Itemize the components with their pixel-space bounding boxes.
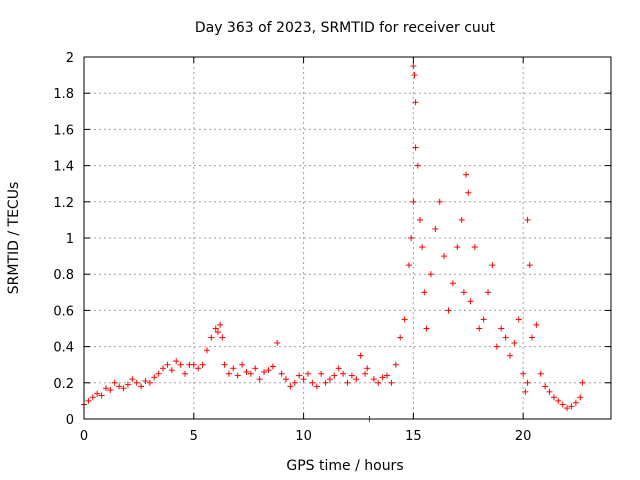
- y-axis-label: SRMTID / TECUs: [6, 182, 22, 295]
- y-tick-label: 1.6: [53, 123, 74, 138]
- y-tick-label: 0.6: [53, 304, 74, 319]
- x-tick-label: 0: [80, 429, 88, 444]
- y-tick-label: 0.8: [53, 268, 74, 283]
- y-tick-label: 1.4: [53, 160, 74, 175]
- y-tick-label: 1: [66, 232, 74, 247]
- x-tick-label: 15: [405, 429, 422, 444]
- y-tick-label: 0: [66, 413, 74, 428]
- y-tick-label: 1.8: [53, 87, 74, 102]
- x-tick-label: 10: [295, 429, 312, 444]
- x-axis-label: GPS time / hours: [286, 458, 403, 474]
- y-tick-label: 0.4: [53, 341, 74, 356]
- y-tick-label: 0.2: [53, 377, 74, 392]
- chart-title: Day 363 of 2023, SRMTID for receiver cuu…: [195, 20, 496, 36]
- chart-background: [0, 0, 640, 480]
- y-tick-label: 2: [66, 51, 74, 66]
- chart: Day 363 of 2023, SRMTID for receiver cuu…: [0, 0, 640, 480]
- x-tick-label: 20: [515, 429, 532, 444]
- x-tick-label: 5: [190, 429, 198, 444]
- y-tick-label: 1.2: [53, 196, 74, 211]
